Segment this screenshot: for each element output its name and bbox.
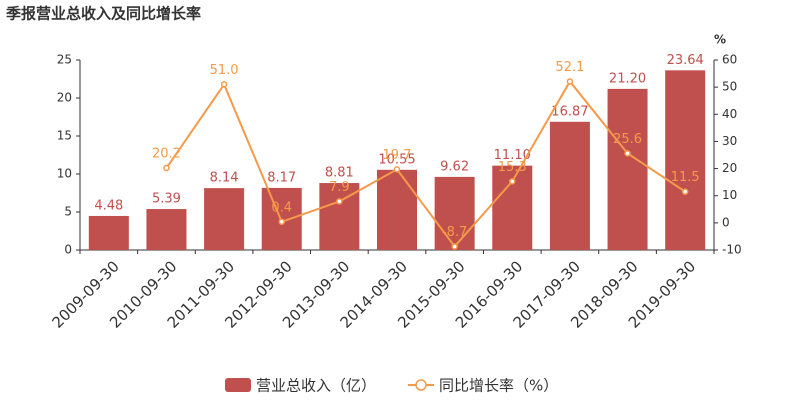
y2-tick-label: 50 — [722, 80, 737, 94]
line-value-label: 7.9 — [329, 180, 350, 195]
line-value-label: 0.4 — [271, 200, 292, 215]
legend-swatch — [415, 379, 427, 391]
bar — [549, 121, 590, 251]
bar-value-label: 10.55 — [378, 152, 415, 167]
y-tick-label: 25 — [57, 53, 72, 67]
y2-axis-label: % — [714, 33, 726, 47]
growth-point — [566, 78, 574, 85]
bar — [434, 176, 475, 250]
line-value-label: 52.1 — [555, 60, 584, 75]
bar-value-label: 16.87 — [551, 104, 588, 119]
y-tick-label: 5 — [64, 205, 72, 219]
bar-value-label: 11.10 — [494, 148, 531, 163]
bar-value-label: 4.48 — [94, 198, 123, 213]
y-tick-label: 20 — [57, 91, 72, 105]
y2-tick-label: 10 — [722, 188, 737, 202]
legend-label: 营业总收入（亿） — [256, 377, 376, 395]
chart-title: 季报营业总收入及同比增长率 — [6, 5, 201, 23]
y2-tick-label: 60 — [722, 53, 737, 67]
y2-tick-label: 20 — [722, 161, 737, 175]
y-tick-label: 15 — [57, 129, 72, 143]
bar-value-label: 8.14 — [210, 171, 239, 186]
bar — [146, 209, 187, 250]
bar-value-label: 9.62 — [440, 159, 469, 174]
line-value-label: 11.5 — [671, 170, 700, 185]
line-value-label: 25.6 — [613, 132, 642, 147]
line-value-label: 51.0 — [210, 63, 239, 78]
line-value-label: -8.7 — [442, 225, 467, 240]
growth-point — [451, 243, 458, 250]
bar — [88, 215, 129, 250]
growth-point — [509, 178, 516, 185]
y-tick-label: 0 — [64, 243, 72, 257]
bar-value-label: 5.39 — [152, 192, 181, 207]
growth-point — [336, 198, 343, 205]
y2-tick-label: 30 — [722, 134, 737, 148]
y-tick-label: 10 — [57, 167, 72, 181]
y2-tick-label: 40 — [722, 107, 737, 121]
growth-point — [681, 188, 689, 195]
growth-point — [624, 150, 631, 157]
legend-swatch — [225, 378, 251, 392]
bar-value-label: 8.17 — [267, 170, 296, 185]
legend-label: 同比增长率（%） — [439, 377, 558, 395]
growth-point — [220, 81, 228, 88]
growth-point — [278, 218, 285, 226]
growth-point — [163, 164, 170, 172]
bar-value-label: 8.81 — [325, 166, 354, 181]
bar-value-label: 21.20 — [609, 71, 646, 86]
bar — [377, 169, 417, 250]
bar — [204, 188, 245, 250]
bar-value-label: 23.64 — [667, 53, 704, 68]
bar — [607, 88, 648, 250]
bar — [665, 70, 706, 250]
line-value-label: 19.7 — [383, 148, 412, 163]
line-value-label: 20.2 — [152, 147, 181, 162]
line-value-label: 15.3 — [498, 160, 527, 175]
y2-tick-label: -10 — [722, 243, 742, 257]
growth-line — [165, 79, 686, 249]
y2-tick-label: 0 — [722, 215, 730, 229]
growth-point — [393, 166, 401, 173]
